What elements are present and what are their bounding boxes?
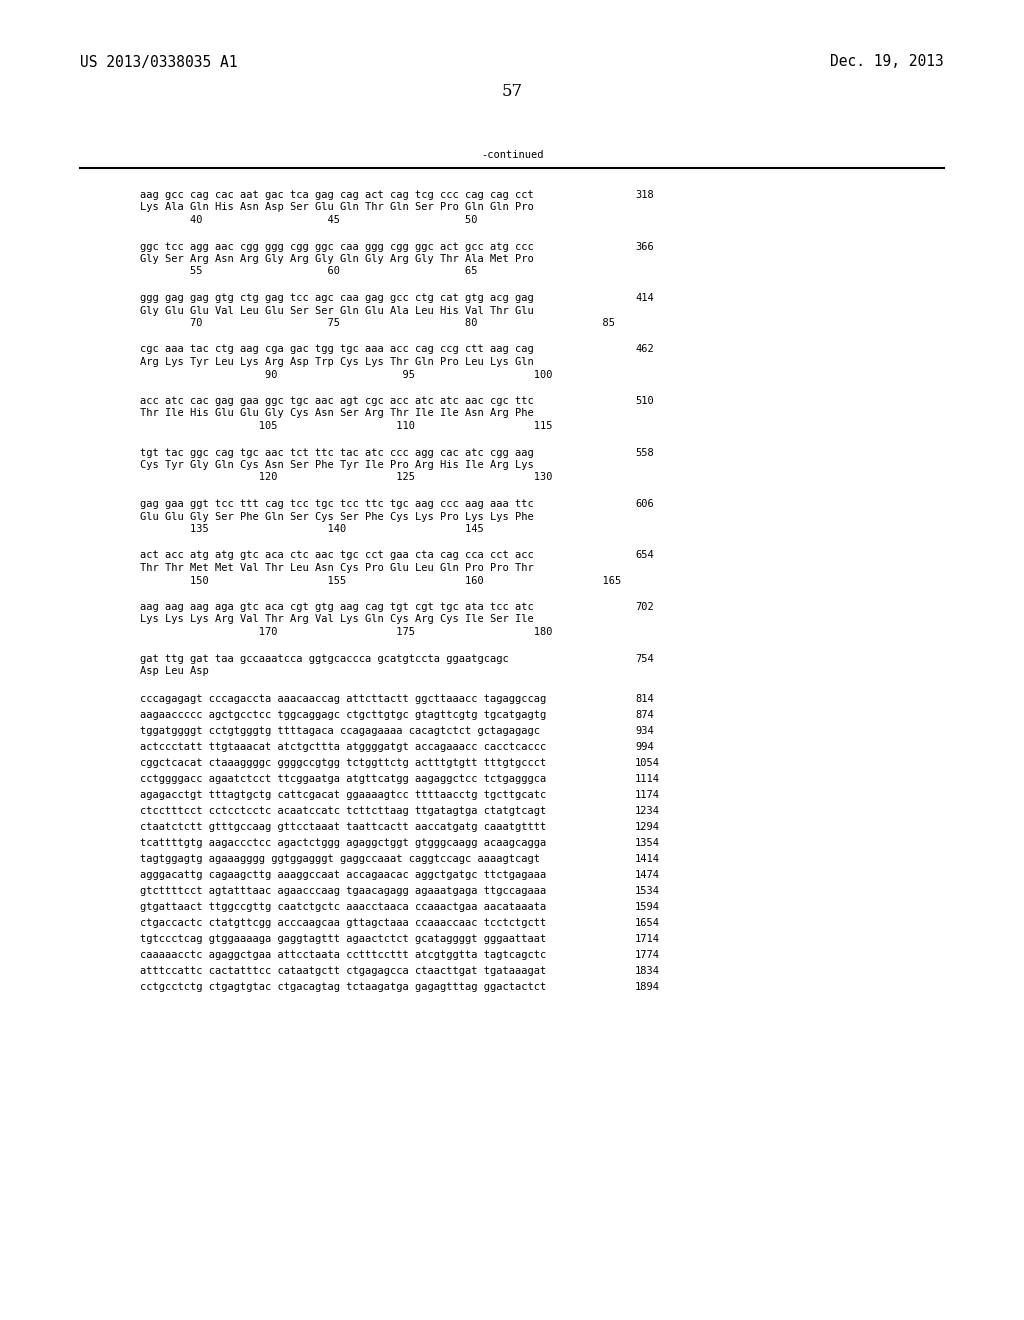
Text: atttccattc cactatttcc cataatgctt ctgagagcca ctaacttgat tgataaagat: atttccattc cactatttcc cataatgctt ctgagag… xyxy=(140,966,546,977)
Text: 874: 874 xyxy=(635,710,653,721)
Text: Gly Ser Arg Asn Arg Gly Arg Gly Gln Gly Arg Gly Thr Ala Met Pro: Gly Ser Arg Asn Arg Gly Arg Gly Gln Gly … xyxy=(140,253,534,264)
Text: 1354: 1354 xyxy=(635,838,660,849)
Text: 150                   155                   160                   165: 150 155 160 165 xyxy=(140,576,622,586)
Text: actccctatt ttgtaaacat atctgcttta atggggatgt accagaaacc cacctcaccc: actccctatt ttgtaaacat atctgcttta atgggga… xyxy=(140,742,546,752)
Text: agagacctgt tttagtgctg cattcgacat ggaaaagtcc ttttaacctg tgcttgcatc: agagacctgt tttagtgctg cattcgacat ggaaaag… xyxy=(140,791,546,800)
Text: Gly Glu Glu Val Leu Glu Ser Ser Gln Glu Ala Leu His Val Thr Glu: Gly Glu Glu Val Leu Glu Ser Ser Gln Glu … xyxy=(140,305,534,315)
Text: tgtccctcag gtggaaaaga gaggtagttt agaactctct gcataggggt gggaattaat: tgtccctcag gtggaaaaga gaggtagttt agaactc… xyxy=(140,935,546,945)
Text: gat ttg gat taa gccaaatcca ggtgcaccca gcatgtccta ggaatgcagc: gat ttg gat taa gccaaatcca ggtgcaccca gc… xyxy=(140,653,509,664)
Text: 754: 754 xyxy=(635,653,653,664)
Text: 55                    60                    65: 55 60 65 xyxy=(140,267,477,276)
Text: Lys Ala Gln His Asn Asp Ser Glu Gln Thr Gln Ser Pro Gln Gln Pro: Lys Ala Gln His Asn Asp Ser Glu Gln Thr … xyxy=(140,202,534,213)
Text: 1774: 1774 xyxy=(635,950,660,961)
Text: 510: 510 xyxy=(635,396,653,407)
Text: 1174: 1174 xyxy=(635,791,660,800)
Text: aagaaccccc agctgcctcc tggcaggagc ctgcttgtgc gtagttcgtg tgcatgagtg: aagaaccccc agctgcctcc tggcaggagc ctgcttg… xyxy=(140,710,546,721)
Text: 90                    95                   100: 90 95 100 xyxy=(140,370,553,380)
Text: caaaaacctc agaggctgaa attcctaata cctttccttt atcgtggtta tagtcagctc: caaaaacctc agaggctgaa attcctaata cctttcc… xyxy=(140,950,546,961)
Text: Glu Glu Gly Ser Phe Gln Ser Cys Ser Phe Cys Lys Pro Lys Lys Phe: Glu Glu Gly Ser Phe Gln Ser Cys Ser Phe … xyxy=(140,511,534,521)
Text: 606: 606 xyxy=(635,499,653,510)
Text: -continued: -continued xyxy=(480,150,544,160)
Text: 462: 462 xyxy=(635,345,653,355)
Text: 814: 814 xyxy=(635,694,653,705)
Text: ctaatctctt gtttgccaag gttcctaaat taattcactt aaccatgatg caaatgtttt: ctaatctctt gtttgccaag gttcctaaat taattca… xyxy=(140,822,546,833)
Text: gtgattaact ttggccgttg caatctgctc aaacctaaca ccaaactgaa aacataaata: gtgattaact ttggccgttg caatctgctc aaaccta… xyxy=(140,903,546,912)
Text: 1474: 1474 xyxy=(635,870,660,880)
Text: cggctcacat ctaaaggggc ggggccgtgg tctggttctg actttgtgtt tttgtgccct: cggctcacat ctaaaggggc ggggccgtgg tctggtt… xyxy=(140,759,546,768)
Text: 994: 994 xyxy=(635,742,653,752)
Text: Thr Thr Met Met Val Thr Leu Asn Cys Pro Glu Leu Gln Pro Pro Thr: Thr Thr Met Met Val Thr Leu Asn Cys Pro … xyxy=(140,564,534,573)
Text: aag gcc cag cac aat gac tca gag cag act cag tcg ccc cag cag cct: aag gcc cag cac aat gac tca gag cag act … xyxy=(140,190,534,201)
Text: 57: 57 xyxy=(502,83,522,100)
Text: Asp Leu Asp: Asp Leu Asp xyxy=(140,667,209,676)
Text: gtcttttcct agtatttaac agaacccaag tgaacagagg agaaatgaga ttgccagaaa: gtcttttcct agtatttaac agaacccaag tgaacag… xyxy=(140,887,546,896)
Text: 1234: 1234 xyxy=(635,807,660,817)
Text: 366: 366 xyxy=(635,242,653,252)
Text: 40                    45                    50: 40 45 50 xyxy=(140,215,477,224)
Text: 1294: 1294 xyxy=(635,822,660,833)
Text: 318: 318 xyxy=(635,190,653,201)
Text: 558: 558 xyxy=(635,447,653,458)
Text: act acc atg atg gtc aca ctc aac tgc cct gaa cta cag cca cct acc: act acc atg atg gtc aca ctc aac tgc cct … xyxy=(140,550,534,561)
Text: Arg Lys Tyr Leu Lys Arg Asp Trp Cys Lys Thr Gln Pro Leu Lys Gln: Arg Lys Tyr Leu Lys Arg Asp Trp Cys Lys … xyxy=(140,356,534,367)
Text: Dec. 19, 2013: Dec. 19, 2013 xyxy=(830,54,944,70)
Text: tggatggggt cctgtgggtg ttttagaca ccagagaaaa cacagtctct gctagagagc: tggatggggt cctgtgggtg ttttagaca ccagagaa… xyxy=(140,726,540,737)
Text: tcattttgtg aagaccctcc agactctggg agaggctggt gtgggcaagg acaagcagga: tcattttgtg aagaccctcc agactctggg agaggct… xyxy=(140,838,546,849)
Text: 135                   140                   145: 135 140 145 xyxy=(140,524,483,535)
Text: ctgaccactc ctatgttcgg acccaagcaa gttagctaaa ccaaaccaac tcctctgctt: ctgaccactc ctatgttcgg acccaagcaa gttagct… xyxy=(140,919,546,928)
Text: 120                   125                   130: 120 125 130 xyxy=(140,473,553,483)
Text: agggacattg cagaagcttg aaaggccaat accagaacac aggctgatgc ttctgagaaa: agggacattg cagaagcttg aaaggccaat accagaa… xyxy=(140,870,546,880)
Text: cccagagagt cccagaccta aaacaaccag attcttactt ggcttaaacc tagaggccag: cccagagagt cccagaccta aaacaaccag attctta… xyxy=(140,694,546,705)
Text: 70                    75                    80                    85: 70 75 80 85 xyxy=(140,318,615,327)
Text: aag aag aag aga gtc aca cgt gtg aag cag tgt cgt tgc ata tcc atc: aag aag aag aga gtc aca cgt gtg aag cag … xyxy=(140,602,534,612)
Text: 1114: 1114 xyxy=(635,775,660,784)
Text: ggc tcc agg aac cgg ggg cgg ggc caa ggg cgg ggc act gcc atg ccc: ggc tcc agg aac cgg ggg cgg ggc caa ggg … xyxy=(140,242,534,252)
Text: Cys Tyr Gly Gln Cys Asn Ser Phe Tyr Ile Pro Arg His Ile Arg Lys: Cys Tyr Gly Gln Cys Asn Ser Phe Tyr Ile … xyxy=(140,459,534,470)
Text: tgt tac ggc cag tgc aac tct ttc tac atc ccc agg cac atc cgg aag: tgt tac ggc cag tgc aac tct ttc tac atc … xyxy=(140,447,534,458)
Text: 1834: 1834 xyxy=(635,966,660,977)
Text: 170                   175                   180: 170 175 180 xyxy=(140,627,553,638)
Text: 414: 414 xyxy=(635,293,653,304)
Text: 1534: 1534 xyxy=(635,887,660,896)
Text: Lys Lys Lys Arg Val Thr Arg Val Lys Gln Cys Arg Cys Ile Ser Ile: Lys Lys Lys Arg Val Thr Arg Val Lys Gln … xyxy=(140,615,534,624)
Text: US 2013/0338035 A1: US 2013/0338035 A1 xyxy=(80,54,238,70)
Text: cctgcctctg ctgagtgtac ctgacagtag tctaagatga gagagtttag ggactactct: cctgcctctg ctgagtgtac ctgacagtag tctaaga… xyxy=(140,982,546,993)
Text: 1654: 1654 xyxy=(635,919,660,928)
Text: 1894: 1894 xyxy=(635,982,660,993)
Text: 1594: 1594 xyxy=(635,903,660,912)
Text: 934: 934 xyxy=(635,726,653,737)
Text: 654: 654 xyxy=(635,550,653,561)
Text: 1414: 1414 xyxy=(635,854,660,865)
Text: gag gaa ggt tcc ttt cag tcc tgc tcc ttc tgc aag ccc aag aaa ttc: gag gaa ggt tcc ttt cag tcc tgc tcc ttc … xyxy=(140,499,534,510)
Text: cctggggacc agaatctcct ttcggaatga atgttcatgg aagaggctcc tctgagggca: cctggggacc agaatctcct ttcggaatga atgttca… xyxy=(140,775,546,784)
Text: Thr Ile His Glu Glu Gly Cys Asn Ser Arg Thr Ile Ile Asn Arg Phe: Thr Ile His Glu Glu Gly Cys Asn Ser Arg … xyxy=(140,408,534,418)
Text: 702: 702 xyxy=(635,602,653,612)
Text: acc atc cac gag gaa ggc tgc aac agt cgc acc atc atc aac cgc ttc: acc atc cac gag gaa ggc tgc aac agt cgc … xyxy=(140,396,534,407)
Text: tagtggagtg agaaagggg ggtggagggt gaggccaaat caggtccagc aaaagtcagt: tagtggagtg agaaagggg ggtggagggt gaggccaa… xyxy=(140,854,540,865)
Text: 1054: 1054 xyxy=(635,759,660,768)
Text: ggg gag gag gtg ctg gag tcc agc caa gag gcc ctg cat gtg acg gag: ggg gag gag gtg ctg gag tcc agc caa gag … xyxy=(140,293,534,304)
Text: 105                   110                   115: 105 110 115 xyxy=(140,421,553,432)
Text: ctcctttcct cctcctcctc acaatccatc tcttcttaag ttgatagtga ctatgtcagt: ctcctttcct cctcctcctc acaatccatc tcttctt… xyxy=(140,807,546,817)
Text: cgc aaa tac ctg aag cga gac tgg tgc aaa acc cag ccg ctt aag cag: cgc aaa tac ctg aag cga gac tgg tgc aaa … xyxy=(140,345,534,355)
Text: 1714: 1714 xyxy=(635,935,660,945)
